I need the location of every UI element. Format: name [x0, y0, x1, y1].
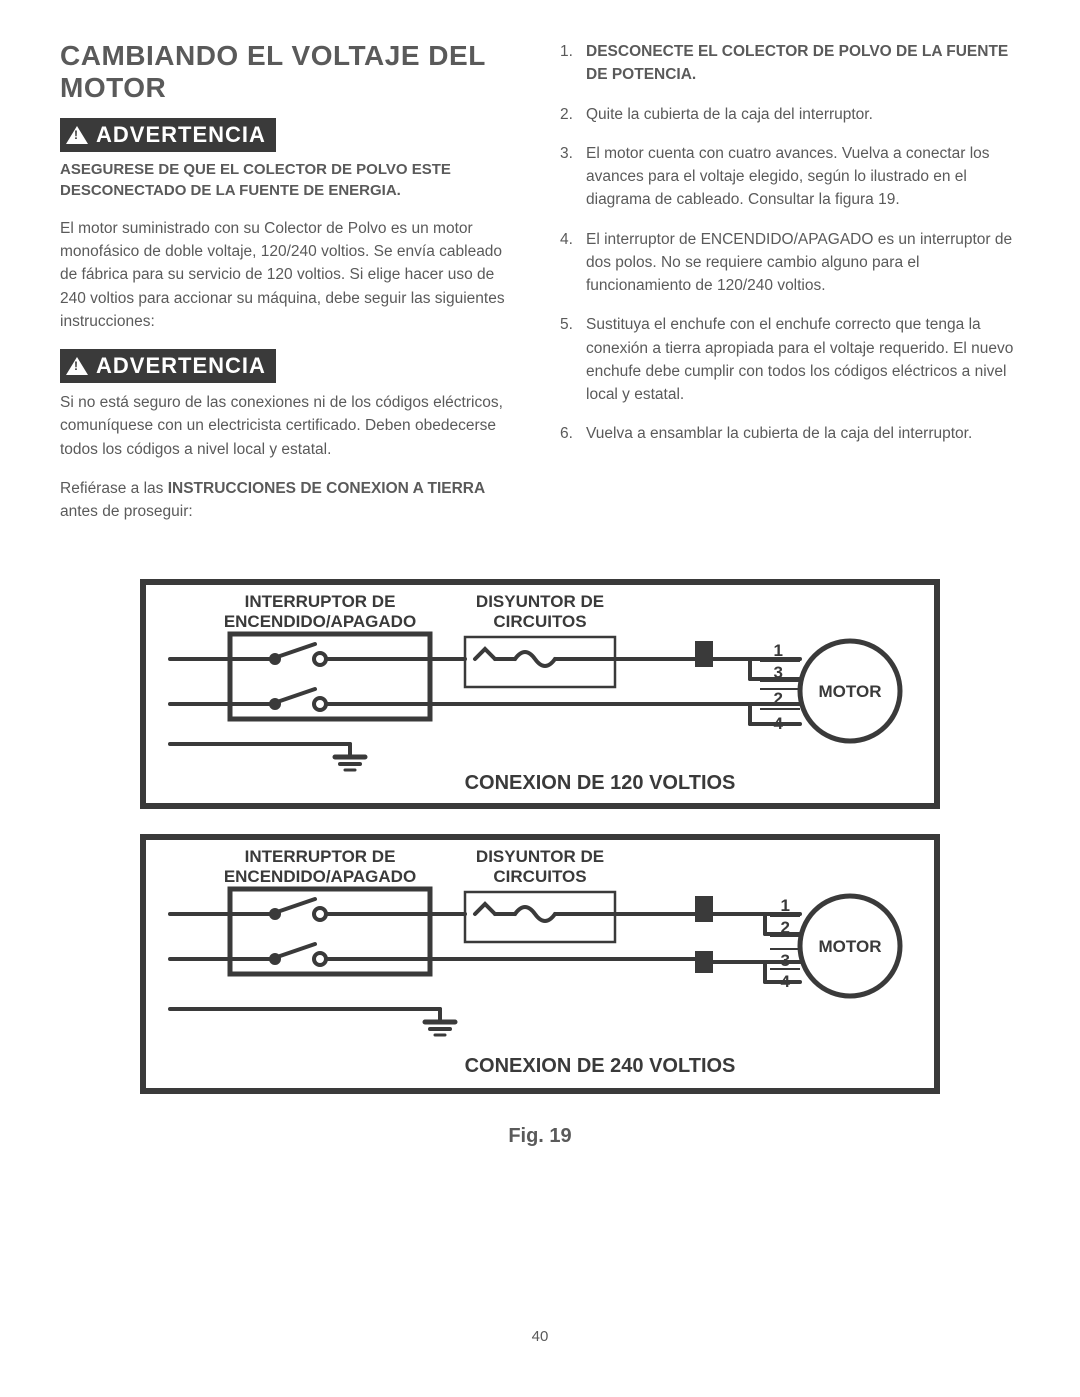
d2-n1: 1 — [781, 896, 790, 915]
step-4: El interruptor de ENCENDIDO/APAGADO es u… — [560, 228, 1020, 298]
warning-icon — [66, 126, 88, 144]
d2-n2: 2 — [781, 918, 790, 937]
d2-breaker-l1: DISYUNTOR DE — [476, 847, 604, 866]
d1-switch-l2: ENCENDIDO/APAGADO — [224, 612, 416, 631]
p2-bold: INSTRUCCIONES DE CONEXION A TIERRA — [168, 480, 486, 497]
d1-breaker-l1: DISYUNTOR DE — [476, 592, 604, 611]
d1-title: CONEXION DE 120 VOLTIOS — [465, 772, 736, 794]
warning-label-text: ADVERTENCIA — [96, 122, 266, 148]
d2-motor: MOTOR — [819, 937, 882, 956]
step-2: Quite la cubierta de la caja del interru… — [560, 103, 1020, 126]
left-p1: El motor suministrado con su Colector de… — [60, 217, 520, 333]
d2-n3: 3 — [781, 951, 790, 970]
d1-n3: 3 — [774, 663, 783, 682]
d1-n4: 4 — [774, 714, 784, 733]
steps-list: DESCONECTE EL COLECTOR DE POLVO DE LA FU… — [560, 40, 1020, 446]
d1-n1: 1 — [774, 641, 783, 660]
page-number: 40 — [60, 1328, 1020, 1345]
d2-switch-l2: ENCENDIDO/APAGADO — [224, 867, 416, 886]
page-title: CAMBIANDO EL VOLTAJE DEL MOTOR — [60, 40, 520, 104]
d1-breaker-l2: CIRCUITOS — [493, 612, 586, 631]
warning-label-1: ADVERTENCIA — [60, 118, 276, 152]
warning-label-2: ADVERTENCIA — [60, 349, 276, 383]
step-6: Vuelva a ensamblar la cubierta de la caj… — [560, 422, 1020, 445]
d2-switch-l1: INTERRUPTOR DE — [245, 847, 396, 866]
d1-switch-l1: INTERRUPTOR DE — [245, 592, 396, 611]
d1-motor: MOTOR — [819, 682, 882, 701]
d2-n4: 4 — [781, 972, 791, 991]
left-p2: Refiérase a las INSTRUCCIONES DE CONEXIO… — [60, 477, 520, 524]
p2-post: antes de proseguir: — [60, 503, 193, 520]
step-5: Sustituya el enchufe con el enchufe corr… — [560, 313, 1020, 406]
d2-title: CONEXION DE 240 VOLTIOS — [465, 1055, 736, 1077]
wiring-diagram-240v: INTERRUPTOR DE ENCENDIDO/APAGADO DISYUNT… — [140, 834, 940, 1099]
wiring-diagram-120v: INTERRUPTOR DE ENCENDIDO/APAGADO DISYUNT… — [140, 579, 940, 814]
warn2-text: Si no está seguro de las conexiones ni d… — [60, 391, 520, 461]
warn1-text: ASEGURESE DE QUE EL COLECTOR DE POLVO ES… — [60, 160, 520, 201]
figure-caption: Fig. 19 — [508, 1125, 571, 1148]
step-3: El motor cuenta con cuatro avances. Vuel… — [560, 142, 1020, 212]
warning-icon — [66, 357, 88, 375]
warning-label-text: ADVERTENCIA — [96, 353, 266, 379]
d2-breaker-l2: CIRCUITOS — [493, 867, 586, 886]
p2-pre: Refiérase a las — [60, 480, 168, 497]
d1-n2: 2 — [774, 689, 783, 708]
step-1: DESCONECTE EL COLECTOR DE POLVO DE LA FU… — [560, 40, 1020, 87]
